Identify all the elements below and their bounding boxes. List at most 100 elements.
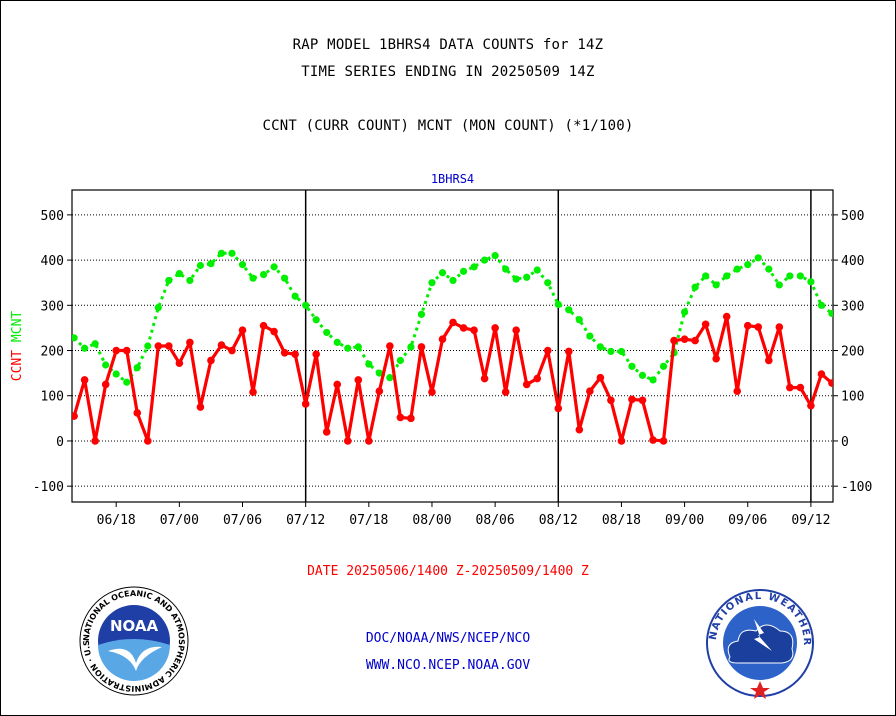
mcnt-point: [281, 274, 289, 282]
ccnt-point: [722, 312, 731, 321]
ccnt-point: [301, 400, 310, 408]
ccnt-point: [322, 428, 331, 436]
ccnt-point: [238, 326, 247, 334]
mcnt-point: [449, 276, 457, 285]
x-tick-label: 07/18: [349, 513, 388, 528]
mcnt-point: [365, 360, 373, 368]
mcnt-point: [470, 263, 478, 271]
date-range-text: DATE 20250506/1400 Z-20250509/1400 Z: [307, 564, 589, 579]
x-tick-label: 06/18: [97, 513, 136, 528]
x-tick-label: 08/12: [539, 513, 578, 528]
y-tick-label-left: 300: [41, 299, 64, 314]
ccnt-point: [501, 388, 510, 396]
mcnt-point: [123, 378, 131, 386]
mcnt-point: [165, 276, 173, 285]
ccnt-point: [228, 346, 236, 355]
mcnt-point: [386, 374, 394, 382]
ccnt-point: [259, 321, 268, 330]
mcnt-point: [312, 316, 320, 324]
y-tick-label-left: 200: [41, 345, 64, 360]
mcnt-point: [270, 263, 278, 271]
ccnt-point: [80, 376, 89, 384]
ccnt-point: [817, 370, 826, 378]
ccnt-point: [459, 324, 468, 332]
mcnt-point: [596, 343, 604, 351]
ccnt-point: [143, 437, 152, 445]
nws-logo-star: [750, 681, 770, 699]
mcnt-point: [649, 376, 657, 384]
plot-area-border: [71, 189, 834, 503]
x-tick-label: 08/00: [412, 513, 451, 528]
y-tick-label-right: 0: [841, 435, 849, 450]
series-ccnt: [72, 312, 833, 445]
y-tick-label-right: -100: [841, 480, 872, 495]
ccnt-point: [91, 437, 99, 445]
mcnt-point: [291, 292, 299, 300]
ccnt-point: [554, 404, 563, 413]
mcnt-point: [459, 267, 468, 275]
ccnt-point: [775, 323, 784, 331]
nws-logo-ring-text: NATIONAL WEATHER SERVICE: [0, 0, 811, 647]
ccnt-point: [354, 376, 363, 384]
ccnt-point: [796, 383, 805, 392]
mcnt-point: [786, 272, 794, 280]
mcnt-point: [302, 301, 310, 309]
y-axis-label: CCNT MCNT: [10, 311, 25, 382]
mcnt-point: [680, 308, 689, 316]
ccnt-point: [175, 359, 184, 367]
mcnt-point: [91, 340, 99, 348]
ccnt-point: [659, 437, 668, 445]
y-tick-label-right: 200: [841, 345, 864, 360]
mcnt-point: [512, 275, 520, 283]
mcnt-point: [575, 316, 583, 324]
x-tick-label: 07/06: [223, 513, 262, 528]
ccnt-point: [522, 380, 531, 389]
y-tick-label-left: -100: [33, 480, 64, 495]
ccnt-point: [207, 356, 215, 365]
mcnt-point: [72, 334, 78, 342]
ccnt-point: [417, 343, 426, 351]
ccnt-point: [680, 335, 689, 344]
ccnt-point: [291, 350, 299, 358]
mcnt-point: [702, 272, 710, 280]
ccnt-point: [491, 324, 499, 332]
ccnt-point: [449, 318, 457, 327]
ccnt-point: [743, 321, 752, 330]
ccnt-point: [343, 437, 352, 445]
x-tick-label: 09/12: [791, 513, 830, 528]
ccnt-point: [165, 342, 173, 350]
ccnt-point: [375, 387, 384, 396]
ccnt-point: [312, 350, 320, 358]
mcnt-point: [659, 362, 668, 370]
x-tick-label: 09/00: [665, 513, 704, 528]
y-tick-label-right: 400: [841, 254, 864, 269]
chart-title-line-2: TIME SERIES ENDING IN 20250509 14Z: [301, 64, 595, 80]
ccnt-point: [72, 412, 78, 420]
noaa-logo-text: NOAA: [110, 617, 159, 635]
ccnt-point: [628, 395, 636, 404]
mcnt-point: [712, 281, 720, 289]
mcnt-point: [628, 362, 636, 370]
ccnt-point: [333, 380, 342, 389]
mcnt-point: [112, 370, 120, 378]
ccnt-point: [101, 380, 110, 389]
ccnt-point: [701, 320, 710, 329]
mcnt-point: [407, 343, 415, 351]
mcnt-point: [259, 270, 268, 279]
mcnt-point: [323, 328, 331, 337]
mcnt-point: [249, 274, 257, 282]
ccnt-point: [249, 388, 257, 396]
x-tick-label: 07/00: [160, 513, 199, 528]
ccnt-point: [754, 323, 763, 331]
mcnt-point: [554, 300, 562, 308]
mcnt-point: [81, 344, 89, 352]
mcnt-point: [428, 279, 436, 287]
mcnt-point: [723, 272, 731, 280]
mcnt-point: [196, 261, 205, 270]
ccnt-point: [154, 342, 163, 350]
mcnt-point: [354, 343, 362, 351]
mcnt-point: [217, 249, 226, 257]
ccnt-point: [122, 346, 131, 355]
ccnt-point: [638, 396, 647, 405]
ccnt-point: [807, 401, 815, 410]
